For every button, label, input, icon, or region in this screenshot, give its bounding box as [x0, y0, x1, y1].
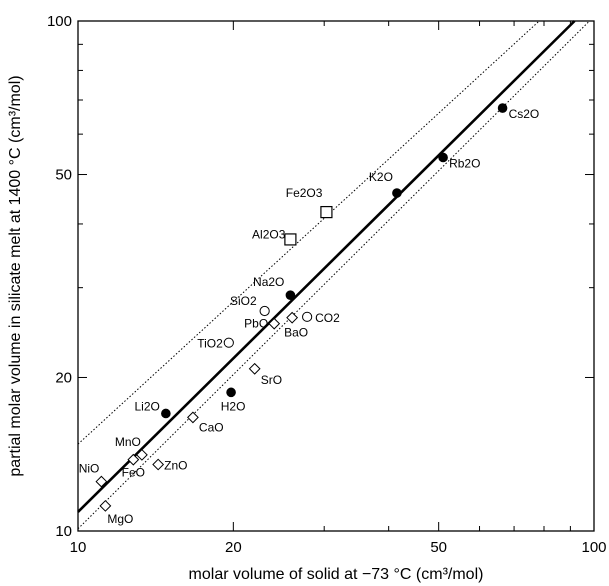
label-na2o: Na2O	[253, 275, 284, 289]
label-bao: BaO	[284, 326, 308, 340]
point-na2o	[285, 290, 296, 300]
point-k2o	[392, 188, 402, 198]
label-nio: NiO	[79, 462, 100, 476]
y-axis-title: partial molar volume in silicate melt at…	[7, 75, 24, 476]
point-tio2	[223, 337, 234, 348]
label-co2: CO2	[315, 311, 340, 325]
label-cao: CaO	[199, 420, 224, 434]
label-mno: MnO	[115, 435, 141, 449]
y-tick-label: 10	[55, 523, 72, 540]
point-h2o	[226, 387, 236, 398]
point-nio	[95, 475, 108, 488]
point-al2o3	[284, 233, 297, 246]
x-tick-label: 10	[70, 539, 87, 556]
plot-frame	[77, 20, 595, 532]
label-sro: SrO	[261, 373, 282, 387]
label-pbo: PbO	[244, 317, 268, 331]
point-cao	[187, 411, 199, 424]
data-points	[95, 103, 508, 512]
point-rb2o	[438, 152, 448, 163]
point-co2	[302, 311, 313, 322]
point-li2o	[161, 408, 171, 419]
label-cs2o: Cs2O	[509, 107, 540, 121]
point-bao	[286, 311, 299, 324]
regression-lines	[77, 20, 590, 530]
bound-line	[77, 20, 540, 445]
y-tick-label: 100	[47, 13, 72, 30]
label-al2o3: Al2O3	[252, 227, 286, 241]
bound-line	[77, 20, 590, 530]
x-tick-label: 50	[430, 539, 447, 556]
point-pbo	[268, 317, 281, 330]
label-fe2o3: Fe2O3	[286, 186, 323, 200]
point-sro	[248, 362, 261, 375]
y-tick-label: 20	[55, 369, 72, 386]
point-zno	[152, 458, 165, 471]
label-feo: FeO	[122, 466, 145, 480]
point-mgo	[99, 499, 112, 512]
fit-line	[77, 20, 576, 513]
label-sio2: SiO2	[230, 294, 257, 308]
label-zno: ZnO	[164, 459, 187, 473]
y-tick-label: 50	[55, 167, 72, 184]
point-sio2	[259, 305, 270, 317]
point-mno	[136, 448, 148, 461]
label-k2o: K2O	[369, 170, 393, 184]
label-mgo: MgO	[107, 512, 133, 526]
label-tio2: TiO2	[197, 337, 223, 351]
point-fe2o3	[320, 205, 333, 219]
label-rb2o: Rb2O	[449, 156, 480, 170]
label-li2o: Li2O	[134, 399, 159, 413]
label-h2o: H2O	[221, 399, 246, 413]
point-feo	[127, 453, 140, 466]
point-labels: Li2O Na2O K2O Rb2O Cs2O H2O SiO2 TiO2 CO2 PbO BaO S…	[79, 107, 540, 526]
axis-ticks: 10 20 50 100 10 20 50 100	[47, 13, 607, 556]
x-tick-label: 20	[225, 539, 242, 556]
x-axis-title: molar volume of solid at −73 °C (cm³/mol…	[189, 566, 484, 583]
point-cs2o	[497, 103, 508, 113]
x-tick-label: 100	[581, 539, 606, 556]
